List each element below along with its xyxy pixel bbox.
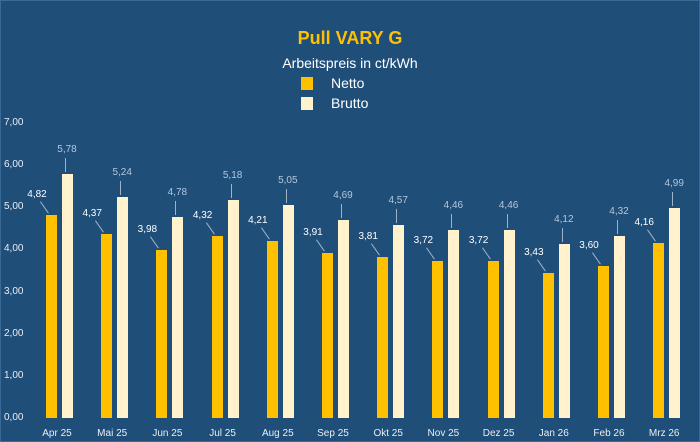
x-tick-label: Feb 26 [593,428,625,439]
x-tick-label: Dez 25 [482,428,515,439]
value-label-netto: 3,60 [579,240,599,252]
bar-netto [487,261,499,418]
label-leader-line [561,228,563,243]
y-tick-label: 1,00 [4,369,24,381]
value-label-brutto: 4,99 [664,177,684,189]
x-tick-label: Okt 25 [373,428,403,439]
y-tick-label: 0,00 [4,412,24,423]
value-label-netto: 3,72 [468,235,489,247]
label-leader-line [230,183,232,198]
bar-brutto [558,244,570,418]
label-leader-line [506,214,508,228]
bar-netto [156,250,168,418]
bar-brutto [393,225,405,418]
bar-brutto [172,216,184,418]
y-tick-label: 5,00 [4,201,24,213]
legend-item-brutto: Brutto [301,95,368,111]
value-label-netto: 3,91 [303,227,323,239]
bar-netto [101,233,113,418]
bar-brutto [62,174,73,418]
value-label-netto: 3,72 [413,235,434,247]
y-tick-label: 6,00 [4,159,24,171]
value-label-brutto: 4,32 [609,205,629,217]
legend-label-netto: Netto [331,75,365,91]
bar-brutto [117,197,129,418]
value-label-brutto: 4,69 [333,190,353,202]
legend-swatch-brutto [301,96,313,110]
value-label-netto: 4,37 [82,207,102,219]
value-label-netto: 3,81 [358,231,378,243]
bar-brutto [282,205,294,418]
legend-label-brutto: Brutto [331,95,369,111]
chart-subtitle: Arbeitspreis in ct/kWh [282,55,418,71]
chart-title: Pull VARY G [297,28,403,48]
label-leader-line [617,219,618,234]
bar-netto [266,240,278,418]
value-label-netto: 4,16 [634,216,654,228]
label-leader-line [396,209,398,224]
bar-netto [653,242,665,418]
value-label-brutto: 5,78 [57,144,77,156]
value-label-netto: 4,21 [248,214,268,226]
y-tick-label: 3,00 [4,285,24,297]
y-tick-label: 2,00 [4,327,24,339]
value-label-brutto: 5,18 [222,169,243,181]
label-leader-line [451,214,453,228]
legend-item-netto: Netto [301,75,364,91]
x-tick-label: Jul 25 [209,428,236,439]
value-label-brutto: 4,46 [498,200,519,211]
value-label-netto: 4,82 [27,188,47,200]
label-leader-line [175,200,177,215]
bar-netto [211,235,223,418]
y-tick-label: 4,00 [4,243,24,255]
label-leader-line [65,158,66,173]
bar-brutto [448,230,460,418]
x-tick-label: Apr 25 [42,428,72,439]
bar-brutto [227,199,239,418]
bar-netto [46,214,57,418]
x-tick-label: Aug 25 [261,428,294,439]
value-label-netto: 3,98 [137,224,158,236]
bar-brutto [338,220,349,418]
y-tick-label: 7,00 [4,116,24,128]
value-label-brutto: 5,24 [112,167,132,179]
label-leader-line [285,189,287,204]
x-tick-label: Jun 25 [152,428,183,439]
value-label-netto: 4,32 [192,209,213,221]
value-label-brutto: 4,12 [554,214,574,226]
x-tick-label: Mai 25 [97,428,128,439]
bar-brutto [669,207,681,418]
x-tick-label: Jan 26 [538,428,569,439]
legend-swatch-netto [301,76,313,90]
x-tick-label: Nov 25 [427,428,460,439]
label-leader-line [341,204,342,219]
x-tick-label: Mrz 26 [648,428,680,439]
value-label-netto: 3,43 [524,247,544,259]
value-label-brutto: 4,46 [443,200,464,211]
bar-brutto [614,235,625,418]
bar-netto [598,266,609,418]
bar-netto [377,257,389,418]
bar-netto [542,273,554,418]
value-label-brutto: 5,05 [278,175,298,187]
bar-netto [322,253,333,418]
bar-brutto [503,230,515,418]
label-leader-line [672,191,674,206]
label-leader-line [120,181,122,196]
value-label-brutto: 4,57 [388,195,408,207]
bar-netto [432,261,444,418]
x-tick-label: Sep 25 [317,428,349,439]
value-label-brutto: 4,78 [167,186,188,198]
